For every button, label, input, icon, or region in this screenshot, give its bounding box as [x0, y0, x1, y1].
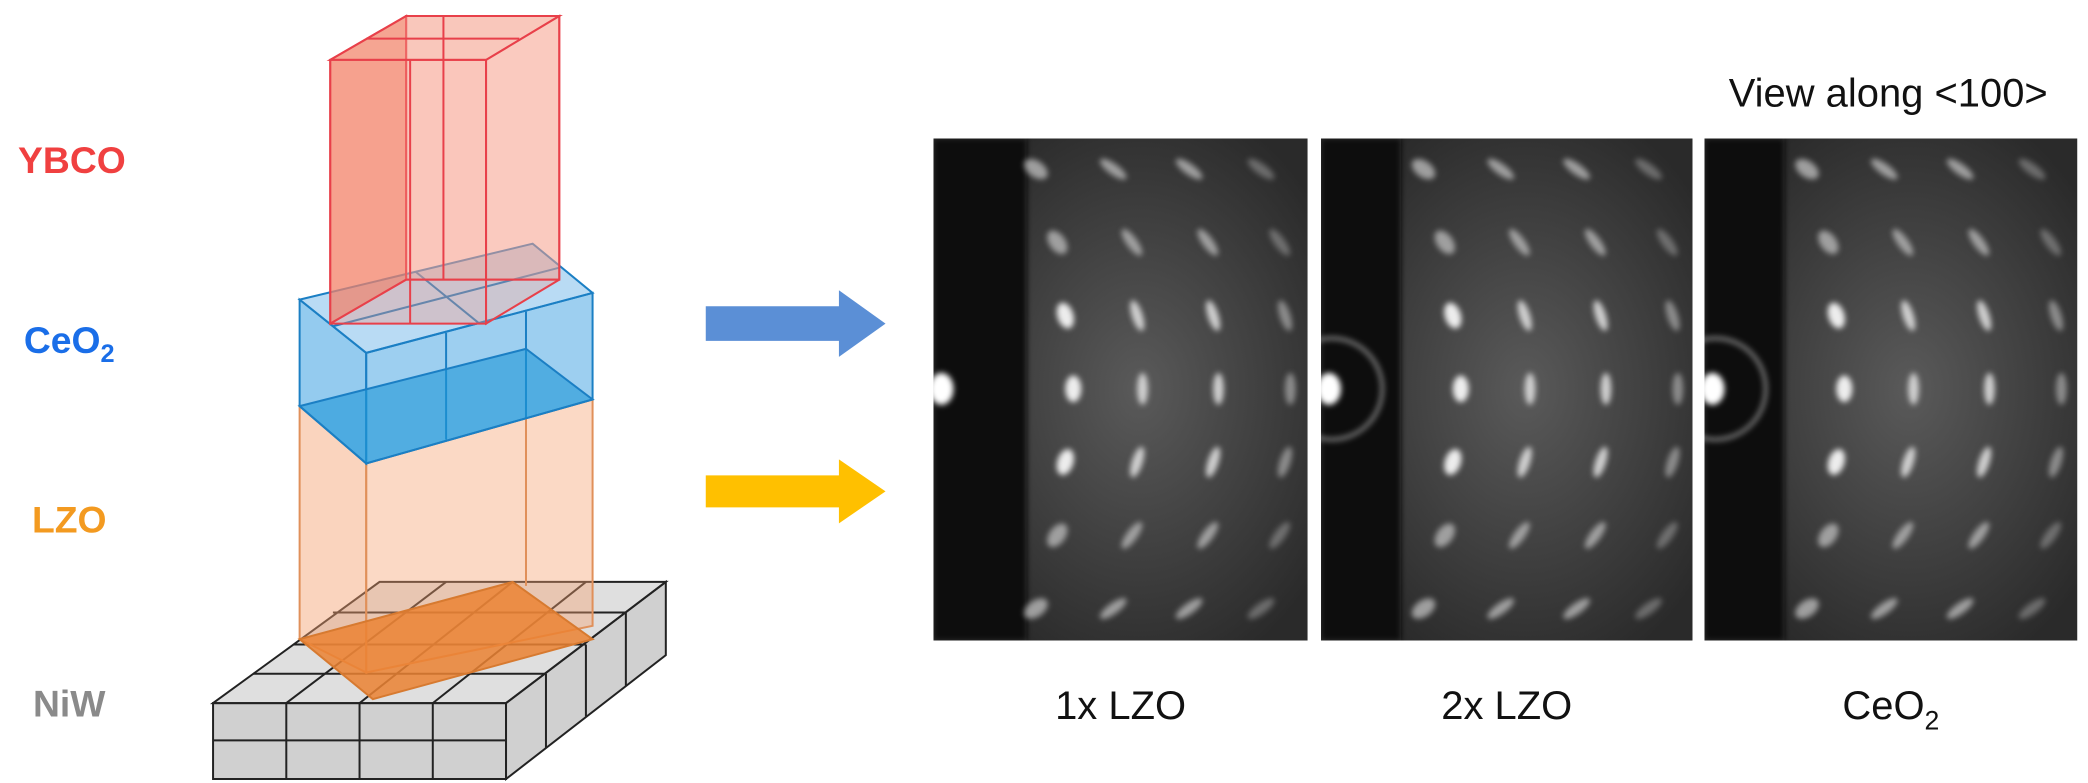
ybco-cell [330, 16, 559, 324]
diffraction-spot [1601, 373, 1612, 405]
layer-label: NiW [33, 682, 106, 724]
diffraction-image [1281, 138, 1692, 640]
panel-caption: CeO2 [1842, 684, 1939, 736]
arrow-blue [706, 290, 886, 357]
crystal-stack [213, 16, 666, 779]
diffraction-spot [1673, 373, 1684, 405]
caption-sub: 2 [1925, 706, 1940, 736]
direct-beam [929, 373, 953, 405]
panel-caption: 2x LZO [1441, 684, 1572, 728]
diffraction-spot [1213, 373, 1224, 405]
caption-base: 2x LZO [1441, 684, 1572, 728]
diffraction-spot [1137, 373, 1148, 405]
direct-beam [1317, 373, 1341, 405]
caption-base: 1x LZO [1055, 684, 1186, 728]
layer-label: CeO2 [24, 319, 115, 368]
diffraction-spot [2056, 373, 2067, 405]
diffraction-spot [1285, 373, 1296, 405]
caption-base: CeO [1842, 684, 1924, 728]
diffraction-spot [1908, 373, 1919, 405]
diffraction-spot [1065, 376, 1081, 403]
label-base: CeO [24, 319, 101, 361]
diffraction-spot [1984, 373, 1995, 405]
layer-label: YBCO [18, 139, 126, 181]
panel-caption: 1x LZO [1055, 684, 1186, 728]
diffraction-spot [1525, 373, 1536, 405]
direct-beam [1700, 373, 1724, 405]
diffraction-panels: 1x LZO 2x LZO CeO2 [929, 138, 2077, 735]
diffraction-spot [1453, 376, 1469, 403]
diffraction-spot [1836, 376, 1852, 403]
label-sub: 2 [101, 340, 115, 368]
diffraction-image [929, 138, 1307, 640]
arrow-yellow [706, 459, 886, 523]
view-caption: View along <100> [1729, 72, 2048, 116]
layer-label: LZO [32, 499, 107, 541]
diffraction-image [1665, 138, 2078, 640]
page: YBCO CeO2 LZO NiW [0, 0, 2088, 783]
